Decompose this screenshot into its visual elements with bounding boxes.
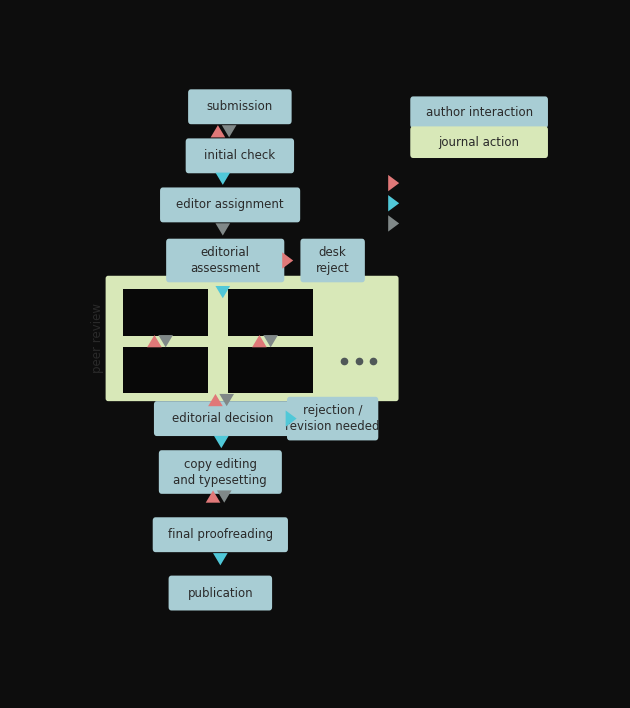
FancyBboxPatch shape <box>188 89 292 124</box>
Bar <box>227 347 313 393</box>
Bar <box>227 290 313 336</box>
Bar <box>123 290 208 336</box>
FancyBboxPatch shape <box>410 127 548 158</box>
Polygon shape <box>285 411 297 427</box>
Text: editor assignment: editor assignment <box>176 198 284 212</box>
Bar <box>123 347 208 393</box>
FancyBboxPatch shape <box>159 450 282 494</box>
Polygon shape <box>215 286 230 298</box>
FancyBboxPatch shape <box>169 576 272 610</box>
Polygon shape <box>263 335 278 348</box>
Text: author interaction: author interaction <box>425 105 533 119</box>
Text: publication: publication <box>188 586 253 600</box>
FancyBboxPatch shape <box>152 518 288 552</box>
Text: submission: submission <box>207 101 273 113</box>
Polygon shape <box>252 335 266 348</box>
Polygon shape <box>222 125 236 137</box>
FancyBboxPatch shape <box>154 401 292 436</box>
FancyBboxPatch shape <box>106 276 399 401</box>
Text: desk
reject: desk reject <box>316 246 350 275</box>
Text: copy editing
and typesetting: copy editing and typesetting <box>173 457 267 486</box>
Polygon shape <box>147 335 162 348</box>
FancyBboxPatch shape <box>301 239 365 282</box>
Polygon shape <box>210 125 226 137</box>
Polygon shape <box>219 394 234 406</box>
Polygon shape <box>388 215 399 232</box>
Polygon shape <box>217 491 232 503</box>
Polygon shape <box>214 436 229 448</box>
Text: rejection /
revision needed: rejection / revision needed <box>285 404 380 433</box>
Polygon shape <box>213 553 227 566</box>
Polygon shape <box>208 394 223 406</box>
FancyBboxPatch shape <box>186 138 294 173</box>
Text: peer review: peer review <box>91 304 104 373</box>
Polygon shape <box>205 491 220 503</box>
FancyBboxPatch shape <box>160 188 300 222</box>
Polygon shape <box>282 252 293 268</box>
Polygon shape <box>215 223 230 236</box>
Text: initial check: initial check <box>204 149 275 162</box>
Polygon shape <box>158 335 173 348</box>
FancyBboxPatch shape <box>166 239 284 282</box>
Polygon shape <box>388 195 399 212</box>
Polygon shape <box>215 173 230 185</box>
FancyBboxPatch shape <box>287 396 378 440</box>
Polygon shape <box>388 175 399 191</box>
Text: editorial
assessment: editorial assessment <box>190 246 260 275</box>
Text: final proofreading: final proofreading <box>168 528 273 541</box>
Text: editorial decision: editorial decision <box>172 412 273 425</box>
FancyBboxPatch shape <box>410 96 548 128</box>
Text: journal action: journal action <box>438 136 520 149</box>
